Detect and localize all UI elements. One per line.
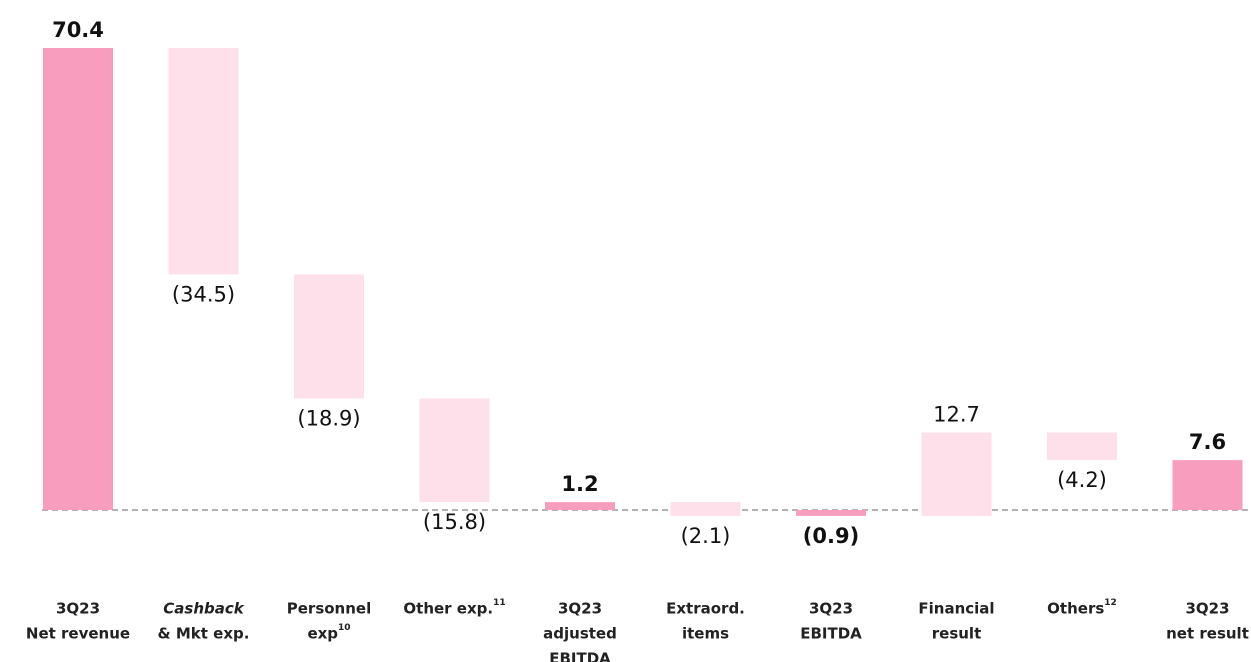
footnote-ref: 12 [1104, 598, 1117, 608]
value-label: (18.9) [297, 406, 360, 430]
x-tick-label: Extraord. [666, 600, 745, 618]
bar [545, 502, 615, 510]
value-label: 70.4 [52, 18, 104, 42]
x-tick-label: Other exp.11 [403, 598, 505, 618]
footnote-ref: 10 [338, 623, 351, 633]
bar [1047, 432, 1117, 461]
value-label: 7.6 [1189, 430, 1226, 454]
x-tick-label: result [932, 625, 982, 643]
footnote-ref: 11 [493, 598, 506, 608]
x-tick-label: EBITDA [549, 650, 611, 662]
x-tick-label: net result [1166, 625, 1249, 643]
bar [294, 274, 364, 399]
bar [43, 47, 113, 510]
bar [921, 432, 992, 516]
x-tick-label: 3Q23 [1185, 600, 1229, 618]
x-tick-label: Cashback [163, 600, 244, 618]
value-label: 1.2 [561, 472, 598, 496]
x-tick-label: adjusted [543, 625, 617, 643]
x-tick-label: Net revenue [26, 625, 130, 643]
bar [670, 502, 741, 516]
x-tick-label: & Mkt exp. [158, 625, 250, 643]
bar [419, 398, 490, 503]
x-tick-label: 3Q23 [56, 600, 100, 618]
value-label: (34.5) [172, 282, 235, 306]
x-tick-label: Personnel [287, 600, 371, 618]
bar [1172, 460, 1243, 510]
x-tick-label: EBITDA [800, 625, 862, 643]
x-tick-label: 3Q23 [558, 600, 602, 618]
value-label: (2.1) [681, 524, 731, 548]
bar [168, 47, 239, 275]
x-tick-label: items [682, 625, 729, 643]
value-label: (0.9) [803, 524, 859, 548]
value-label: 12.7 [933, 403, 980, 427]
x-tick-label: Others12 [1047, 598, 1117, 618]
value-label: (15.8) [423, 510, 486, 534]
x-tick-label: 3Q23 [809, 600, 853, 618]
bar [796, 509, 866, 516]
value-label: (4.2) [1057, 468, 1107, 492]
x-tick-label: Financial [918, 600, 994, 618]
x-tick-label: exp10 [307, 623, 350, 643]
